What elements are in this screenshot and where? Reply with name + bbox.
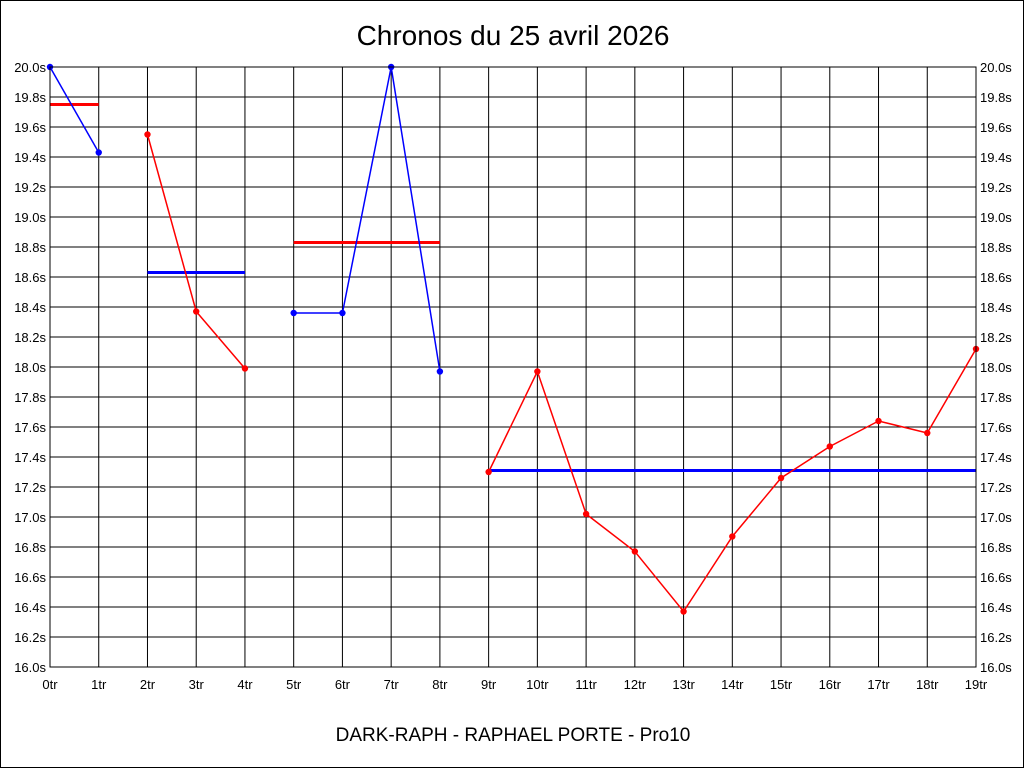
y-tick-label-left: 16.4s (14, 600, 46, 615)
y-tick-label-right: 17.8s (980, 390, 1012, 405)
x-tick-label: 11tr (575, 677, 597, 692)
y-tick-label-left: 19.2s (14, 180, 46, 195)
y-tick-label-left: 17.4s (14, 450, 46, 465)
y-tick-label-left: 17.2s (14, 480, 46, 495)
lap-series (46, 63, 980, 615)
y-tick-label-right: 19.4s (980, 150, 1012, 165)
y-tick-label-left: 17.8s (14, 390, 46, 405)
y-tick-label-right: 16.0s (980, 660, 1012, 675)
average-lines (50, 103, 976, 472)
data-point (534, 368, 541, 375)
data-point (436, 368, 444, 375)
y-axis-right: 20.0s 19.8s 19.6s 19.4s 19.2s 19.0s 18.8s 18.6s… (980, 60, 1012, 675)
x-tick-label: 3tr (189, 677, 205, 692)
y-tick-label-left: 19.6s (14, 120, 46, 135)
y-tick-label-left: 19.4s (14, 150, 46, 165)
y-tick-label-right: 18.2s (980, 330, 1012, 345)
y-tick-label-right: 17.4s (980, 450, 1012, 465)
x-tick-label: 9tr (481, 677, 497, 692)
data-point (680, 608, 687, 615)
y-tick-label-left: 16.6s (14, 570, 46, 585)
x-tick-label: 17tr (867, 677, 890, 692)
data-point (290, 309, 297, 317)
data-point (144, 131, 151, 138)
x-tick-label: 10tr (526, 677, 549, 692)
y-tick-label-right: 20.0s (980, 60, 1012, 75)
x-tick-label: 19tr (965, 677, 988, 692)
y-tick-label-right: 16.6s (980, 570, 1012, 585)
y-tick-label-left: 19.8s (14, 90, 46, 105)
data-point (777, 474, 785, 482)
y-tick-label-right: 18.0s (980, 360, 1012, 375)
x-tick-label: 5tr (286, 677, 302, 692)
y-tick-label-left: 18.2s (14, 330, 46, 345)
data-point (582, 510, 590, 518)
data-point (339, 309, 346, 317)
y-tick-label-right: 16.2s (980, 630, 1012, 645)
x-axis: 0tr 1tr 2tr 3tr 4tr 5tr 6tr 7tr 8tr 9tr 10tr 11tr 12… (42, 677, 987, 692)
x-tick-label: 2tr (140, 677, 156, 692)
y-tick-label-right: 19.2s (980, 180, 1012, 195)
series-line (293, 66, 441, 372)
chart-title: Chronos du 25 avril 2026 (357, 20, 670, 51)
y-tick-label-left: 17.6s (14, 420, 46, 435)
data-point (485, 468, 492, 476)
y-tick-label-right: 17.6s (980, 420, 1012, 435)
x-tick-label: 8tr (432, 677, 448, 692)
y-tick-label-left: 18.6s (14, 270, 46, 285)
series-line (49, 66, 100, 153)
y-tick-label-right: 17.0s (980, 510, 1012, 525)
x-tick-label: 7tr (384, 677, 400, 692)
x-tick-label: 12tr (624, 677, 647, 692)
y-tick-label-right: 19.0s (980, 210, 1012, 225)
x-tick-label: 16tr (819, 677, 842, 692)
x-tick-label: 15tr (770, 677, 793, 692)
x-tick-label: 13tr (672, 677, 695, 692)
data-point (193, 308, 200, 315)
data-point (729, 533, 736, 540)
y-tick-label-left: 17.0s (14, 510, 46, 525)
data-point (241, 365, 249, 372)
y-tick-label-right: 18.8s (980, 240, 1012, 255)
y-tick-label-right: 16.8s (980, 540, 1012, 555)
y-tick-label-left: 18.4s (14, 300, 46, 315)
y-tick-label-right: 16.4s (980, 600, 1012, 615)
y-tick-label-left: 16.2s (14, 630, 46, 645)
x-tick-label: 18tr (916, 677, 939, 692)
y-tick-label-right: 19.6s (980, 120, 1012, 135)
y-tick-label-right: 17.2s (980, 480, 1012, 495)
x-tick-label: 14tr (721, 677, 744, 692)
y-tick-label-left: 20.0s (14, 60, 46, 75)
y-tick-label-left: 18.0s (14, 360, 46, 375)
y-tick-label-left: 18.8s (14, 240, 46, 255)
data-point (875, 417, 882, 425)
x-tick-label: 4tr (237, 677, 253, 692)
grid (49, 66, 977, 668)
y-tick-label-right: 18.6s (980, 270, 1012, 285)
data-point (826, 443, 833, 450)
y-tick-label-left: 16.0s (14, 660, 46, 675)
plot-border (49, 66, 977, 668)
data-point (95, 149, 102, 156)
x-tick-label: 0tr (42, 677, 58, 692)
x-tick-label: 1tr (91, 677, 107, 692)
data-point (631, 548, 639, 555)
y-axis-left: 20.0s 19.8s 19.6s 19.4s 19.2s 19.0s 18.8s 18.6s… (14, 60, 46, 675)
data-point (924, 429, 931, 437)
y-tick-label-right: 18.4s (980, 300, 1012, 315)
chart-footer: DARK-RAPH - RAPHAEL PORTE - Pro10 (336, 725, 691, 746)
y-tick-label-right: 19.8s (980, 90, 1012, 105)
y-tick-label-left: 19.0s (14, 210, 46, 225)
y-tick-label-left: 16.8s (14, 540, 46, 555)
x-tick-label: 6tr (335, 677, 351, 692)
